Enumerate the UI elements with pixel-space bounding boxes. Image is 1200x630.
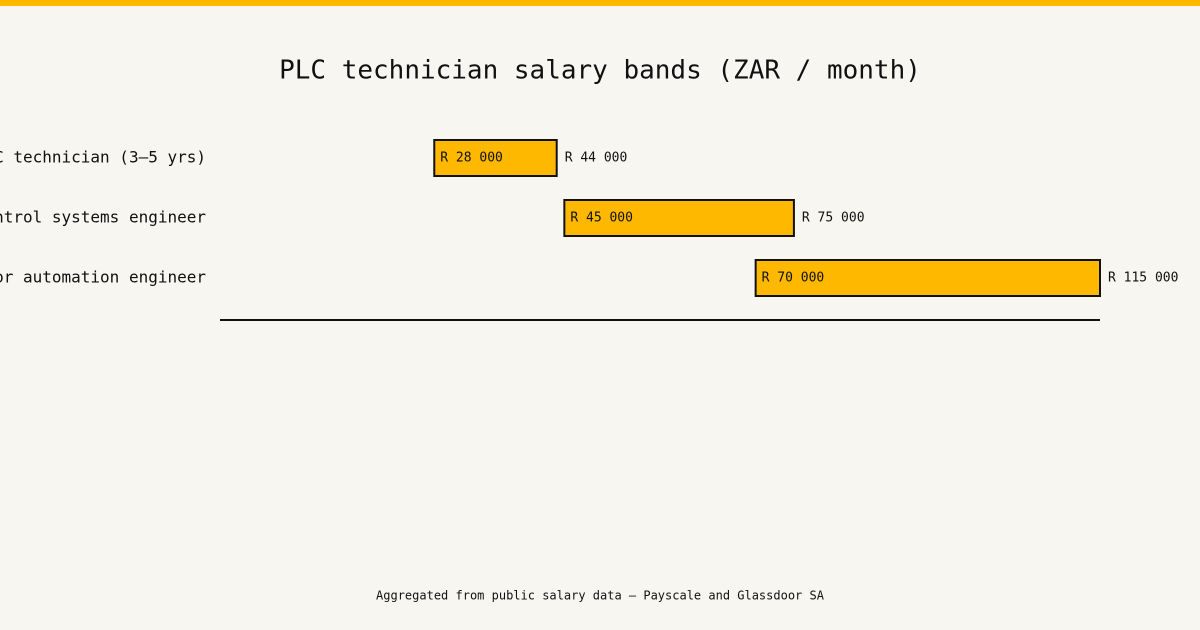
footnote: Aggregated from public salary data — Pay… bbox=[376, 589, 825, 603]
high-label: R 75 000 bbox=[802, 211, 865, 226]
range-bar bbox=[433, 139, 558, 177]
low-label: R 45 000 bbox=[570, 211, 633, 226]
range-bar bbox=[754, 259, 1101, 297]
range-bar bbox=[563, 199, 795, 237]
low-label: R 28 000 bbox=[440, 151, 503, 166]
high-label: R 115 000 bbox=[1108, 271, 1178, 286]
high-label: R 44 000 bbox=[565, 151, 628, 166]
chart-title: PLC technician salary bands (ZAR / month… bbox=[279, 56, 921, 86]
category-label: ntrol systems engineer bbox=[0, 208, 206, 227]
top-strip bbox=[0, 0, 1200, 6]
category-label: or automation engineer bbox=[0, 268, 206, 287]
category-label: C technician (3–5 yrs) bbox=[0, 148, 206, 167]
low-label: R 70 000 bbox=[762, 271, 825, 286]
